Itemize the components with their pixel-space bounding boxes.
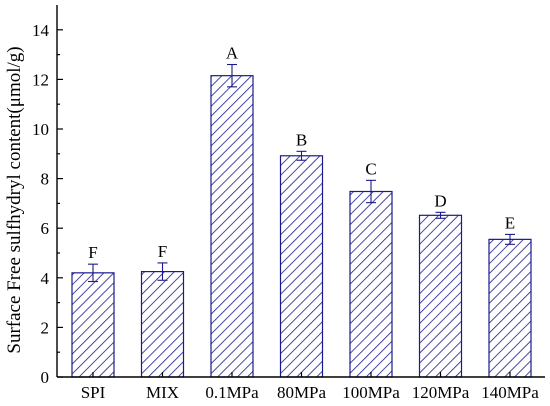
y-tick-label: 8 bbox=[41, 170, 50, 189]
significance-label: C bbox=[365, 159, 376, 178]
y-tick-label: 2 bbox=[41, 318, 50, 337]
significance-label: B bbox=[296, 130, 307, 149]
bar-spi bbox=[71, 272, 115, 378]
x-category-label: MIX bbox=[146, 383, 179, 402]
y-tick-label: 4 bbox=[41, 269, 50, 288]
bar-01mpa bbox=[210, 75, 254, 378]
y-tick-label: 10 bbox=[32, 120, 49, 139]
significance-label: F bbox=[88, 243, 97, 262]
bars-layer: F F A B C D E bbox=[71, 44, 532, 378]
x-category-label: 140MPa bbox=[481, 383, 539, 402]
x-category-label: SPI bbox=[81, 383, 106, 402]
significance-label: A bbox=[226, 44, 239, 63]
x-category-label: 0.1MPa bbox=[205, 383, 259, 402]
bar-100mpa bbox=[349, 190, 393, 378]
y-tick-label: 12 bbox=[32, 70, 49, 89]
bar-mix bbox=[140, 271, 185, 378]
axes-layer: 0 2 4 6 8 10 12 14 SPI MIX 0.1MPa 80MPa 100MPa 120MPa… bbox=[32, 5, 545, 402]
significance-label: F bbox=[158, 242, 167, 261]
x-category-label: 80MPa bbox=[277, 383, 327, 402]
y-tick-label: 6 bbox=[41, 219, 50, 238]
significance-label: D bbox=[434, 191, 446, 210]
x-category-label: 100MPa bbox=[342, 383, 400, 402]
significance-label: E bbox=[505, 213, 515, 232]
y-axis-label: Surface Free sulfhydryl content(μmol/g) bbox=[4, 46, 25, 353]
bar-140mpa bbox=[488, 238, 532, 378]
bar-80mpa bbox=[279, 155, 324, 378]
y-tick-label: 14 bbox=[32, 21, 50, 40]
bar-120mpa bbox=[418, 214, 463, 378]
y-tick-label: 0 bbox=[41, 368, 50, 387]
x-category-label: 120MPa bbox=[412, 383, 470, 402]
